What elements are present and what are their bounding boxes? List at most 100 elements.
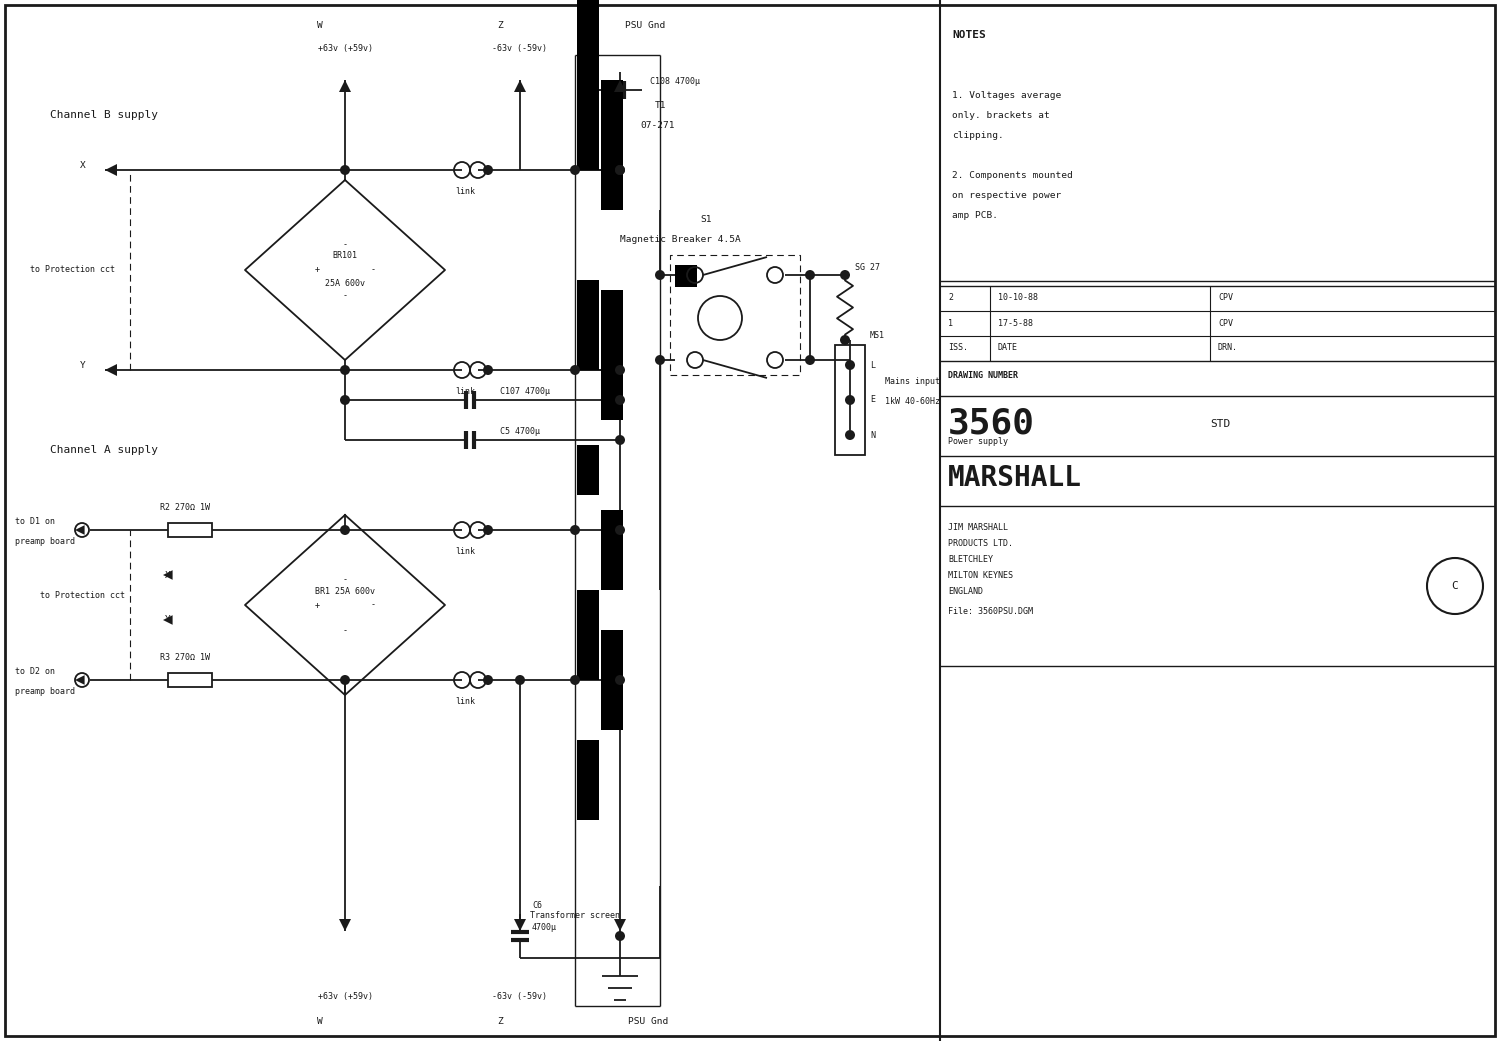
Text: C6: C6 [532,902,542,911]
Text: 1: 1 [948,319,952,328]
Circle shape [340,365,350,375]
Text: PRODUCTS LTD.: PRODUCTS LTD. [948,539,1012,549]
Text: W: W [316,21,322,29]
Text: Channel B supply: Channel B supply [50,110,158,120]
Text: -63v (-59v): -63v (-59v) [492,991,548,1000]
Text: Y: Y [165,615,171,625]
Text: R3 270Ω 1W: R3 270Ω 1W [160,654,210,662]
Text: -: - [342,290,348,300]
Polygon shape [164,570,172,580]
Text: DATE: DATE [998,344,1018,353]
Text: L: L [870,360,874,370]
Polygon shape [105,364,117,376]
Bar [602,80,622,210]
Text: 10-10-88: 10-10-88 [998,294,1038,303]
Text: DRAWING NUMBER: DRAWING NUMBER [948,371,1018,380]
Text: -: - [342,626,348,635]
Polygon shape [339,80,351,92]
Text: BR101: BR101 [333,252,357,260]
Text: -: - [342,576,348,584]
Circle shape [844,395,855,405]
Text: CPV: CPV [1218,319,1233,328]
Text: 3560: 3560 [948,407,1035,441]
Text: -63v (-59v): -63v (-59v) [492,44,548,52]
Text: link: link [454,697,476,707]
Circle shape [340,166,350,175]
Text: N: N [870,431,874,439]
Text: DRN.: DRN. [1218,344,1237,353]
Circle shape [615,435,626,445]
Bar [578,445,598,496]
Circle shape [615,931,626,941]
Text: 4700μ: 4700μ [532,923,556,933]
Text: 1kW 40-60Hz: 1kW 40-60Hz [885,398,940,406]
Text: only. brackets at: only. brackets at [952,110,1050,120]
Text: link: link [454,387,476,397]
Polygon shape [75,676,84,685]
Bar [602,510,622,590]
Text: MILTON KEYNES: MILTON KEYNES [948,572,1012,581]
Text: Mains input: Mains input [885,378,940,386]
Text: -: - [342,240,348,249]
Text: S1: S1 [700,215,711,225]
Text: T1: T1 [656,101,666,109]
Text: NOTES: NOTES [952,30,986,40]
Text: Z: Z [496,1016,502,1025]
Polygon shape [614,919,626,931]
Text: Y: Y [80,360,86,370]
Bar [602,290,622,420]
Text: preamp board: preamp board [15,537,75,547]
Circle shape [483,675,494,685]
Text: File: 3560PSU.DGM: File: 3560PSU.DGM [948,608,1034,616]
Text: R2 270Ω 1W: R2 270Ω 1W [160,504,210,512]
Text: ENGLAND: ENGLAND [948,587,982,596]
Circle shape [615,365,626,375]
Bar [578,0,598,170]
Text: SG 27: SG 27 [855,262,880,272]
Text: STD: STD [1210,418,1230,429]
Circle shape [483,166,494,175]
Text: clipping.: clipping. [952,130,1004,139]
Circle shape [844,430,855,440]
Text: Power supply: Power supply [948,437,1008,447]
Circle shape [340,675,350,685]
Text: 2: 2 [948,294,952,303]
Text: CPV: CPV [1218,294,1233,303]
Circle shape [806,355,814,365]
Circle shape [656,270,664,280]
Text: W: W [316,1016,322,1025]
Circle shape [570,166,580,175]
Bar [578,280,598,370]
Text: Magnetic Breaker 4.5A: Magnetic Breaker 4.5A [620,235,741,245]
Text: E: E [870,396,874,405]
Text: PSU Gnd: PSU Gnd [626,21,666,29]
Bar [578,740,598,820]
Circle shape [514,675,525,685]
Circle shape [483,525,494,535]
Polygon shape [614,80,626,92]
Text: C107 4700μ: C107 4700μ [500,387,550,397]
Text: C108 4700μ: C108 4700μ [650,77,700,86]
Text: JIM MARSHALL: JIM MARSHALL [948,524,1008,533]
Text: MARSHALL: MARSHALL [948,464,1082,492]
Polygon shape [514,80,526,92]
Polygon shape [105,164,117,176]
Polygon shape [164,615,172,625]
Text: MS1: MS1 [870,330,885,339]
Circle shape [615,525,626,535]
Text: +63v (+59v): +63v (+59v) [318,44,372,52]
Circle shape [844,360,855,370]
Text: ISS.: ISS. [948,344,968,353]
Text: Channel A supply: Channel A supply [50,445,158,455]
Polygon shape [514,919,526,931]
Text: to D1 on: to D1 on [15,517,55,527]
Circle shape [656,355,664,365]
Text: on respective power: on respective power [952,191,1062,200]
Text: Transformer screen: Transformer screen [530,912,620,920]
Text: amp PCB.: amp PCB. [952,210,998,220]
Bar [168,523,211,537]
Polygon shape [75,526,84,535]
Bar [168,672,211,687]
Bar [836,345,866,455]
Text: PSU Gnd: PSU Gnd [628,1016,669,1025]
